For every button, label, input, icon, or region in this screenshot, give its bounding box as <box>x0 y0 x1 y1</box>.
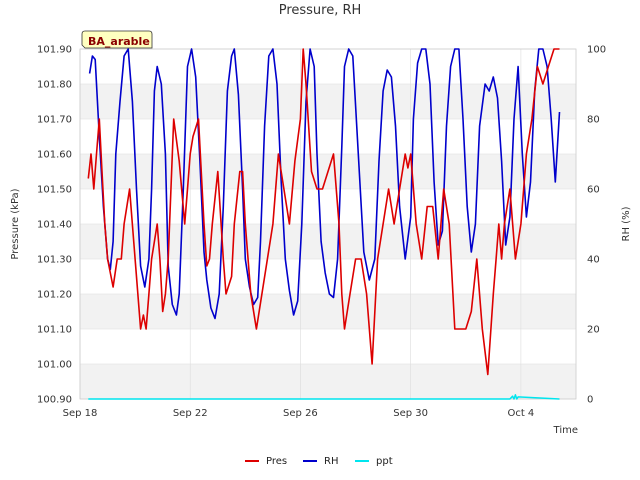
y-left-tick-label: 101.40 <box>37 220 72 231</box>
y-left-tick-label: 101.30 <box>37 255 72 266</box>
y-left-tick-label: 101.20 <box>37 290 72 301</box>
legend: Pres RH ppt <box>245 456 393 467</box>
y-right-tick-label: 0 <box>587 395 593 406</box>
y-left-tick-label: 101.00 <box>37 360 72 371</box>
y-right-tick-label: 100 <box>587 45 606 56</box>
y-left-tick-label: 101.80 <box>37 80 72 91</box>
legend-item-ppt[interactable]: ppt <box>355 456 393 467</box>
y-left-tick-label: 101.10 <box>37 325 72 336</box>
y-left-tick-label: 101.60 <box>37 150 72 161</box>
plot-band <box>80 364 576 399</box>
legend-label-rh: RH <box>324 456 338 467</box>
y-right-tick-label: 60 <box>587 185 600 196</box>
plot-band <box>80 294 576 329</box>
site-badge-label: BA_arable <box>88 35 150 48</box>
legend-item-pres[interactable]: Pres <box>245 456 287 467</box>
x-tick-label: Sep 18 <box>63 408 98 419</box>
site-badge: BA_arable <box>81 30 153 49</box>
series-line-ppt <box>88 394 560 400</box>
series-line-pres <box>87 48 560 376</box>
x-axis-title: Time <box>553 425 578 436</box>
x-tick-label: Sep 22 <box>173 408 208 419</box>
y-left-tick-label: 101.50 <box>37 185 72 196</box>
y-right-tick-label: 80 <box>587 115 600 126</box>
legend-item-rh[interactable]: RH <box>303 456 338 467</box>
y-left-tick-label: 101.90 <box>37 45 72 56</box>
y-right-tick-label: 20 <box>587 325 600 336</box>
x-tick-label: Sep 30 <box>393 408 428 419</box>
series-line-rh <box>88 48 561 320</box>
legend-label-pres: Pres <box>266 456 287 467</box>
y-left-tick-label: 101.70 <box>37 115 72 126</box>
plot-band <box>80 224 576 259</box>
x-tick-label: Oct 4 <box>507 408 534 419</box>
y-right-tick-label: 40 <box>587 255 600 266</box>
y-left-tick-label: 100.90 <box>37 395 72 406</box>
legend-label-ppt: ppt <box>376 456 393 467</box>
x-tick-label: Sep 26 <box>283 408 318 419</box>
y-left-axis-title: Pressure (kPa) <box>10 188 21 259</box>
y-right-axis-title: RH (%) <box>621 206 632 241</box>
chart-title: Pressure, RH <box>279 3 362 18</box>
